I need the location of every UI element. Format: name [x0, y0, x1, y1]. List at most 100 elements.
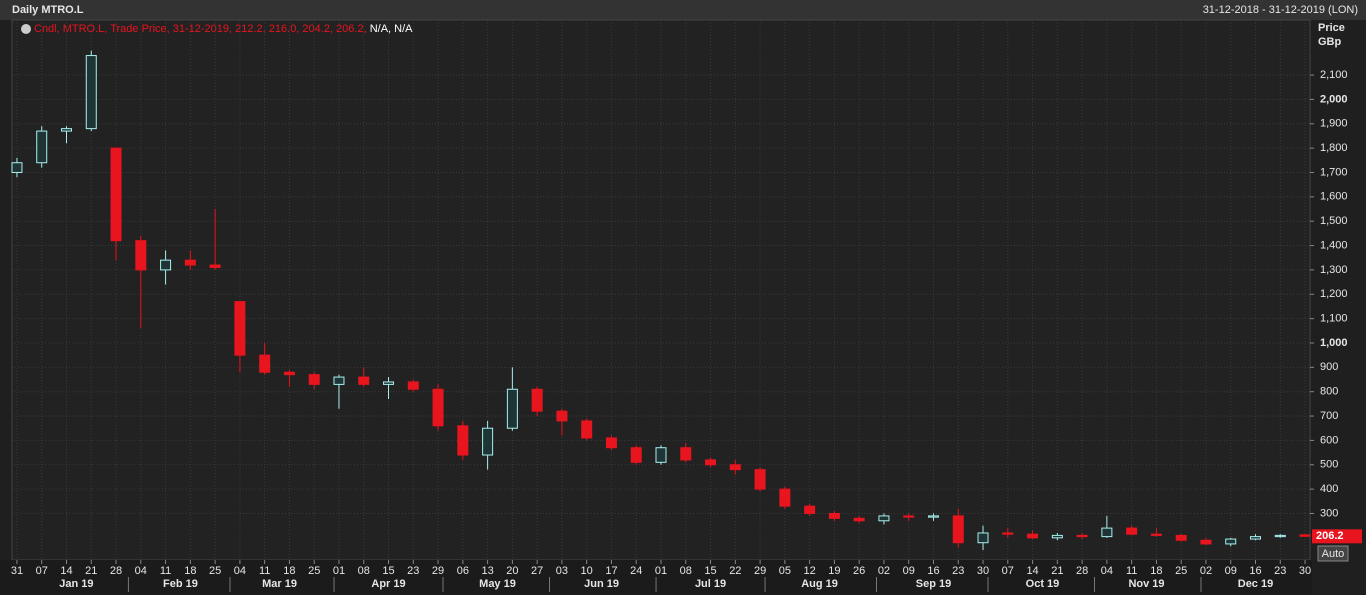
candle-body — [655, 447, 667, 463]
candle-body — [135, 240, 147, 271]
x-tick-label: 02 — [1200, 565, 1212, 577]
x-tick-label: 22 — [729, 565, 741, 577]
x-tick-label: 23 — [952, 565, 964, 577]
last-price-box — [1312, 529, 1362, 544]
candle-body — [927, 515, 939, 518]
candle-body — [407, 381, 419, 390]
candle-body — [308, 374, 320, 385]
month-label: Nov 19 — [1128, 578, 1164, 590]
x-tick-label: 20 — [506, 565, 518, 577]
month-label: Jul 19 — [695, 578, 726, 590]
chart-title: Daily MTRO.L — [12, 4, 84, 16]
candle-body — [903, 515, 915, 518]
x-tick-label: 29 — [432, 565, 444, 577]
y-tick-label: 1,700 — [1320, 166, 1348, 178]
candle-body — [630, 447, 642, 463]
month-label: Feb 19 — [163, 578, 198, 590]
x-tick-label: 18 — [283, 565, 295, 577]
month-label: May 19 — [479, 578, 516, 590]
x-tick-label: 23 — [407, 565, 419, 577]
month-label: Jun 19 — [584, 578, 619, 590]
x-tick-label: 21 — [85, 565, 97, 577]
candle-body — [383, 381, 395, 385]
candle-body — [1175, 534, 1187, 541]
legend-icon[interactable] — [21, 24, 31, 34]
y-tick-label: 400 — [1320, 483, 1338, 495]
candle-body — [754, 469, 766, 490]
legend-series: Cndl, MTRO.L, Trade Price, 31-12-2019, 2… — [34, 23, 370, 35]
x-tick-label: 07 — [1002, 565, 1014, 577]
auto-button-label[interactable]: Auto — [1322, 548, 1345, 560]
candle-body — [160, 259, 172, 271]
x-tick-label: 14 — [60, 565, 72, 577]
candle-body — [680, 447, 692, 461]
x-tick-label: 10 — [581, 565, 593, 577]
candle-body — [1299, 534, 1311, 537]
y-tick-label: 600 — [1320, 434, 1338, 446]
x-tick-label: 08 — [358, 565, 370, 577]
y-tick-label: 500 — [1320, 459, 1338, 471]
candle-body — [531, 388, 543, 412]
candle-body — [977, 532, 989, 544]
y-tick-label: 700 — [1320, 410, 1338, 422]
candle-body — [482, 427, 494, 456]
candle-body — [1250, 536, 1262, 540]
candle-body — [234, 301, 246, 356]
x-tick-label: 13 — [481, 565, 493, 577]
y-axis-label: Price — [1318, 22, 1345, 34]
x-tick-label: 24 — [630, 565, 642, 577]
x-tick-label: 15 — [382, 565, 394, 577]
candle-body — [804, 505, 816, 514]
x-tick-label: 18 — [1150, 565, 1162, 577]
x-tick-label: 04 — [1101, 565, 1113, 577]
x-tick-label: 11 — [160, 565, 171, 577]
candle-body — [432, 388, 444, 427]
candle-body — [209, 264, 221, 268]
x-tick-label: 26 — [853, 565, 865, 577]
candle-body — [11, 162, 23, 173]
x-tick-label: 30 — [977, 565, 989, 577]
x-tick-label: 29 — [754, 565, 766, 577]
last-price-label: 206.2 — [1316, 530, 1344, 542]
x-tick-label: 28 — [1076, 565, 1088, 577]
x-tick-label: 25 — [308, 565, 320, 577]
x-tick-label: 31 — [11, 565, 23, 577]
candle-body — [605, 437, 617, 449]
month-label: Oct 19 — [1026, 578, 1060, 590]
candle-body — [729, 464, 741, 471]
x-tick-label: 12 — [804, 565, 816, 577]
y-tick-label: 2,100 — [1320, 69, 1348, 81]
candle-body — [1274, 534, 1286, 538]
x-tick-label: 14 — [1026, 565, 1038, 577]
candle-body — [853, 517, 865, 522]
legend-text: Cndl, MTRO.L, Trade Price, 31-12-2019, 2… — [34, 23, 413, 35]
date-range: 31-12-2018 - 31-12-2019 (LON) — [1203, 4, 1358, 16]
y-tick-label: 900 — [1320, 361, 1338, 373]
x-tick-label: 11 — [259, 565, 270, 577]
x-tick-label: 04 — [135, 565, 147, 577]
candle-body — [1200, 539, 1212, 545]
x-tick-label: 21 — [1051, 565, 1063, 577]
x-tick-label: 25 — [209, 565, 221, 577]
y-tick-label: 300 — [1320, 507, 1338, 519]
x-tick-label: 06 — [457, 565, 469, 577]
x-tick-label: 15 — [704, 565, 716, 577]
x-tick-label: 17 — [605, 565, 617, 577]
x-tick-label: 01 — [333, 565, 345, 577]
candle-body — [952, 515, 964, 544]
y-tick-label: 1,400 — [1320, 239, 1348, 251]
x-tick-label: 04 — [234, 565, 246, 577]
x-tick-label: 07 — [36, 565, 48, 577]
x-tick-label: 28 — [110, 565, 122, 577]
x-tick-label: 30 — [1299, 565, 1311, 577]
month-label: Dec 19 — [1238, 578, 1273, 590]
candle-body — [1150, 533, 1162, 536]
candle-body — [110, 147, 122, 242]
candle-body — [358, 376, 370, 385]
candle-body — [1126, 527, 1138, 535]
auto-button[interactable] — [1317, 545, 1349, 562]
candle-body — [828, 512, 840, 519]
y-axis-unit: GBp — [1318, 36, 1342, 48]
